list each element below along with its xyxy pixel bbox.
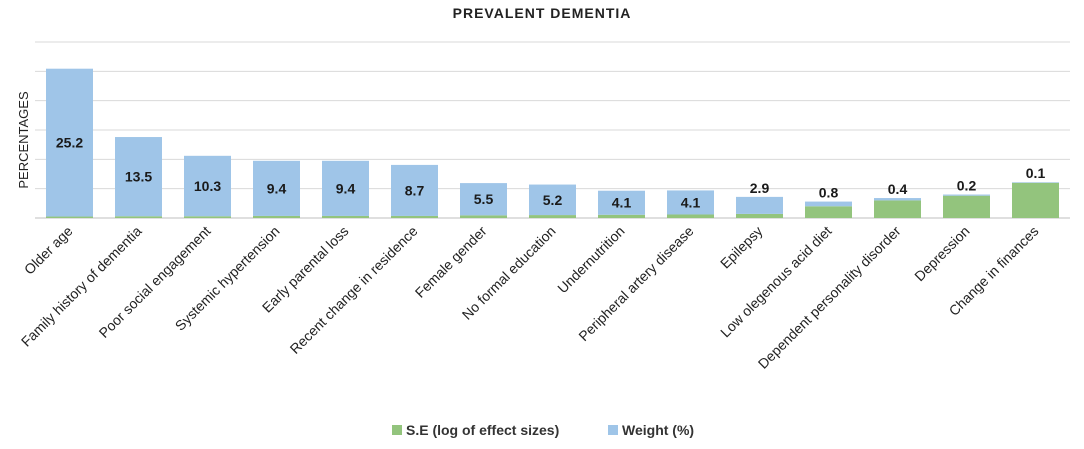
legend-label-0: S.E (log of effect sizes) xyxy=(406,422,559,438)
bar-se-12 xyxy=(874,200,921,218)
legend: S.E (log of effect sizes) Weight (%) xyxy=(392,422,694,438)
data-label-5: 8.7 xyxy=(405,182,425,198)
bar-weight-3 xyxy=(253,160,300,216)
bar-se-4 xyxy=(322,215,369,218)
x-tick-label-13: Depression xyxy=(911,223,972,284)
bar-se-8 xyxy=(598,214,645,218)
bar-weight-14 xyxy=(1012,182,1059,183)
legend-swatch-1 xyxy=(608,425,618,435)
bar-weight-1 xyxy=(115,137,162,217)
bar-weight-12 xyxy=(874,198,921,201)
x-tick-label-2: Poor social engagement xyxy=(96,223,214,341)
x-tick-label-9: Peripheral artery disease xyxy=(575,223,697,345)
bar-se-13 xyxy=(943,195,990,218)
legend-swatch-0 xyxy=(392,425,402,435)
bar-weight-9 xyxy=(667,190,714,215)
data-label-9: 4.1 xyxy=(681,194,701,210)
bar-se-9 xyxy=(667,214,714,218)
data-label-10: 2.9 xyxy=(750,180,770,196)
bar-weight-8 xyxy=(598,190,645,215)
bar-se-0 xyxy=(46,216,93,218)
x-tick-label-12: Dependent personality disorder xyxy=(755,223,904,372)
bar-se-3 xyxy=(253,215,300,218)
data-label-7: 5.2 xyxy=(543,192,563,208)
data-label-0: 25.2 xyxy=(56,135,83,151)
bar-se-10 xyxy=(736,213,783,218)
data-label-6: 5.5 xyxy=(474,191,494,207)
bar-weight-7 xyxy=(529,184,576,216)
data-label-3: 9.4 xyxy=(267,180,287,196)
x-tick-label-11: Low olegenous acid diet xyxy=(717,223,835,341)
x-tick-label-0: Older age xyxy=(21,223,76,278)
bars xyxy=(46,68,1059,218)
y-axis-label: PERCENTAGES xyxy=(16,91,31,189)
data-label-11: 0.8 xyxy=(819,185,839,201)
bar-weight-13 xyxy=(943,194,990,196)
bar-se-1 xyxy=(115,216,162,218)
data-labels: 25.2 13.5 10.3 9.4 9.4 8.7 5.5 5.2 4.1 4.1 2.9 0.8 0… xyxy=(56,135,1046,211)
bar-se-6 xyxy=(460,215,507,218)
bar-se-5 xyxy=(391,215,438,218)
bar-weight-6 xyxy=(460,183,507,216)
chart-title: PREVALENT DEMENTIA xyxy=(453,5,632,21)
data-label-12: 0.4 xyxy=(888,181,908,197)
bar-weight-0 xyxy=(46,68,93,217)
data-label-13: 0.2 xyxy=(957,178,977,194)
data-label-4: 9.4 xyxy=(336,180,356,196)
bar-weight-5 xyxy=(391,164,438,216)
data-label-8: 4.1 xyxy=(612,195,632,211)
x-tick-label-5: Recent change in residence xyxy=(287,223,421,357)
bar-weight-4 xyxy=(322,160,369,216)
bar-weight-11 xyxy=(805,201,852,207)
data-label-2: 10.3 xyxy=(194,178,221,194)
legend-label-1: Weight (%) xyxy=(622,422,694,438)
x-tick-label-1: Family history of dementia xyxy=(18,223,145,350)
data-label-14: 0.1 xyxy=(1026,165,1046,181)
bar-se-11 xyxy=(805,206,852,218)
bar-weight-2 xyxy=(184,155,231,217)
bar-weight-10 xyxy=(736,196,783,214)
bar-se-7 xyxy=(529,215,576,218)
x-tick-label-8: Undernutrition xyxy=(554,223,627,296)
bar-se-14 xyxy=(1012,182,1059,218)
bar-se-2 xyxy=(184,216,231,218)
data-label-1: 13.5 xyxy=(125,169,152,185)
x-tick-label-10: Epilepsy xyxy=(717,223,766,272)
x-tick-label-6: Female gender xyxy=(412,223,490,301)
